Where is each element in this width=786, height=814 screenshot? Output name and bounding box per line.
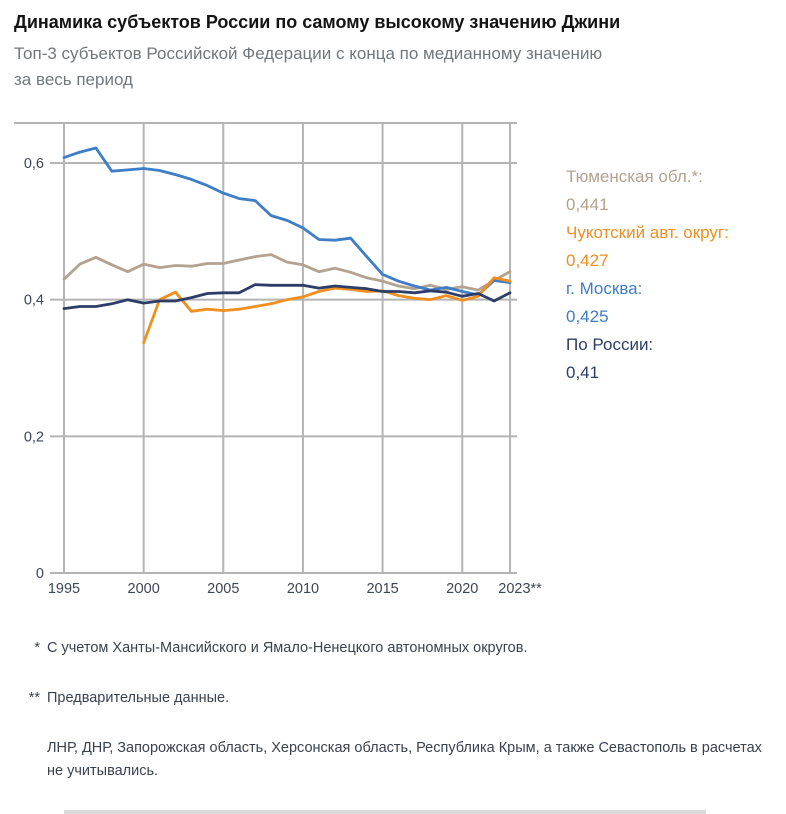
legend-value: 0,427 xyxy=(566,251,609,270)
legend-item-russia: По России: 0,41 xyxy=(566,331,729,387)
legend-label: Тюменская обл.*: xyxy=(566,167,703,186)
y-axis-tick-label: 0,2 xyxy=(24,429,44,445)
legend-value: 0,425 xyxy=(566,307,609,326)
y-axis-tick-label: 0,4 xyxy=(24,293,44,309)
bottom-divider xyxy=(64,810,706,814)
legend-value: 0,41 xyxy=(566,363,600,382)
footnote-text: Предварительные данные. xyxy=(47,690,230,706)
footnote-marker: * xyxy=(34,640,40,656)
footnote-excluded-regions: ЛНР, ДНР, Запорожская область, Херсонска… xyxy=(14,737,772,783)
chart-subtitle: Топ-3 субъектов Российской Федерации с к… xyxy=(14,44,603,89)
series-line-moscow xyxy=(62,146,512,297)
legend-label: По России: xyxy=(566,335,654,354)
legend-item-tyumen: Тюменская обл.*: 0,441 xyxy=(566,163,729,219)
x-axis-tick-label: 2023** xyxy=(498,581,542,597)
y-axis-tick-label: 0,6 xyxy=(24,156,44,172)
series-line-chukotka xyxy=(142,276,512,345)
legend-item-moscow: г. Москва: 0,425 xyxy=(566,275,729,331)
legend-label: Чукотский авт. округ: xyxy=(566,223,729,242)
x-axis-tick-label: 2000 xyxy=(128,581,160,597)
footnote-khanty: * С учетом Ханты-Мансийского и Ямало-Нен… xyxy=(14,637,772,660)
chart-legend: Тюменская обл.*: 0,441 Чукотский авт. ок… xyxy=(566,115,729,387)
footnote-marker: ** xyxy=(28,690,40,706)
chart-area: 0 0,2 0,4 0,6 1995 2000 2005 2010 2015 2020 2023**… xyxy=(14,115,772,607)
footnote-preliminary: ** Предварительные данные. xyxy=(14,687,772,710)
chart-title: Динамика субъектов России по самому высо… xyxy=(14,12,621,32)
gini-line-chart: 0 0,2 0,4 0,6 1995 2000 2005 2010 2015 2020 2023** xyxy=(14,122,542,597)
legend-value: 0,441 xyxy=(566,195,609,214)
legend-label: г. Москва: xyxy=(566,279,643,298)
x-axis-tick-label: 2015 xyxy=(366,581,398,597)
footnote-text: ЛНР, ДНР, Запорожская область, Херсонска… xyxy=(47,740,762,779)
series-line-russia xyxy=(62,283,512,311)
y-axis-tick-label: 0 xyxy=(36,566,44,582)
series-line-tyumen xyxy=(62,253,512,292)
footnotes: * С учетом Ханты-Мансийского и Ямало-Нен… xyxy=(14,637,772,783)
footnote-text: С учетом Ханты-Мансийского и Ямало-Ненец… xyxy=(47,640,528,656)
legend-item-chukotka: Чукотский авт. округ: 0,427 xyxy=(566,219,729,275)
x-axis-tick-label: 2005 xyxy=(207,581,239,597)
x-axis-tick-label: 2010 xyxy=(287,581,319,597)
footnote-marker xyxy=(14,737,40,783)
x-axis-tick-label: 1995 xyxy=(48,581,80,597)
x-axis-tick-label: 2020 xyxy=(446,581,478,597)
